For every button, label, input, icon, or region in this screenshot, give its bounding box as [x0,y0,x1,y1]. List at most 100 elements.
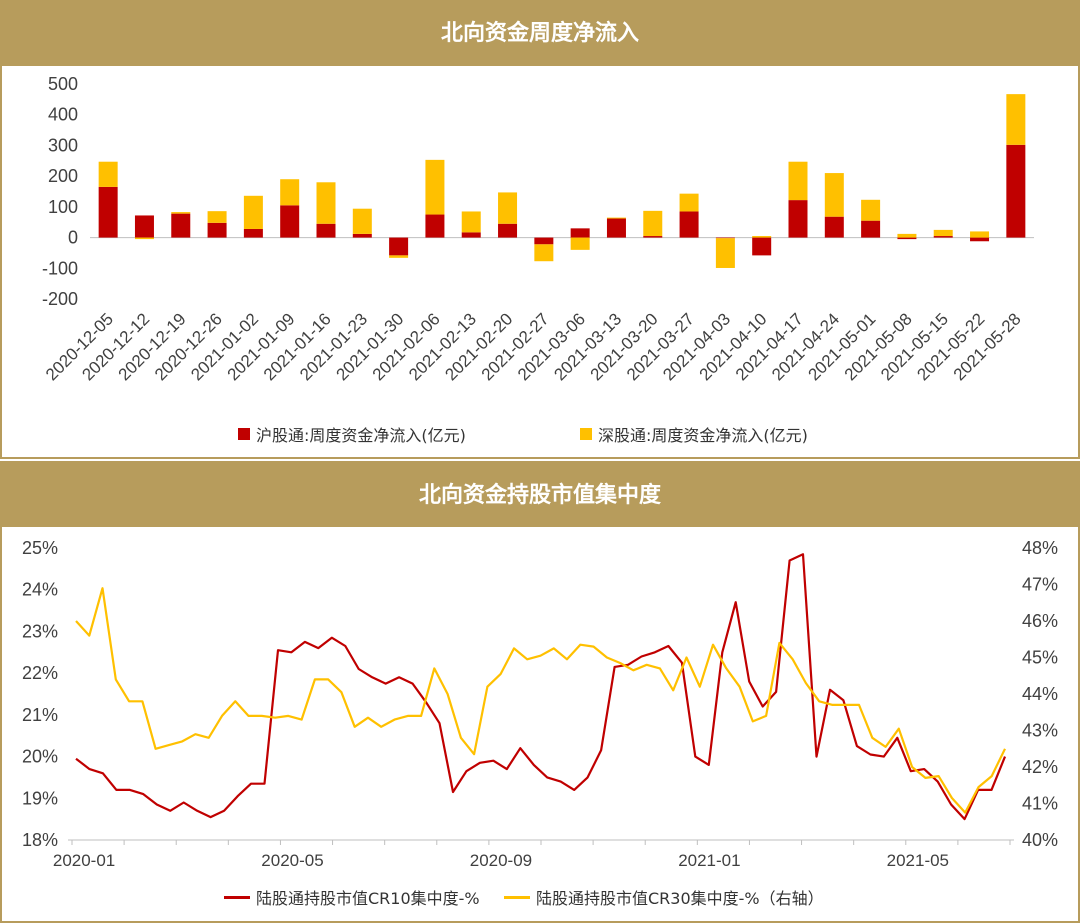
bar-hgt [134,215,154,238]
series-line-cr10 [75,553,1007,821]
bar-sgt [98,161,118,187]
legend-label-cr10: 陆股通持股市值CR10集中度-% [256,889,480,908]
bar-hgt [316,223,336,238]
bar-hgt [897,237,917,240]
y-tick-label: 500 [48,74,78,94]
bar-sgt [280,179,300,206]
legend-item-cr30: 陆股通持股市值CR30集中度-%（右轴） [504,885,824,909]
bar-sgt [171,212,191,214]
bar-sgt [679,193,699,212]
bar-sgt [316,182,336,224]
weekly-inflow-panel: 北向资金周度净流入 500 400 300 200 100 0 -100 -200 2020-1… [0,0,1080,459]
y-tick-label: -100 [42,258,78,278]
legend-swatch-red [238,428,250,440]
y-left-tick-label: 20% [22,747,58,767]
bar-hgt [207,222,227,238]
y-left-tick-label: 22% [22,663,58,683]
y-left-tick-label: 25% [22,538,58,558]
bar-hgt [425,214,445,238]
y-tick-label: 100 [48,197,78,217]
bar-sgt [861,199,881,221]
bar-hgt [352,233,372,238]
y-right-tick-label: 41% [1022,794,1058,814]
y-right-tick-label: 47% [1022,575,1058,595]
bar-sgt [207,211,227,223]
bar-hgt [752,237,772,256]
bar-hgt [389,237,409,256]
x-tick-label: 2020-05 [261,851,323,870]
legend-swatch-yellow [580,428,592,440]
y-right-tick-label: 44% [1022,684,1058,704]
bar-sgt [243,195,263,229]
bar-sgt [534,244,554,262]
bar-sgt [606,217,626,219]
x-tick-label: 2020-09 [470,851,532,870]
bar-sgt [643,210,663,237]
bar-hgt [679,211,699,238]
y-tick-label: -200 [42,289,78,309]
bar-hgt [534,237,554,245]
bar-sgt [752,236,772,238]
y-tick-label: 200 [48,166,78,186]
bar-sgt [933,229,953,237]
bar-sgt [352,208,372,234]
legend-line-red [224,895,250,899]
y-right-tick-label: 40% [1022,830,1058,850]
y-right-tick-label: 42% [1022,757,1058,777]
bar-sgt [570,237,590,250]
y-left-tick-label: 24% [22,580,58,600]
y-tick-label: 400 [48,105,78,125]
chart-title-concentration: 北向资金持股市值集中度 [2,463,1078,527]
bar-sgt [788,161,808,201]
bar-hgt [824,216,844,238]
x-tick-label: 2020-01 [53,851,115,870]
bar-sgt [897,233,917,238]
bar-hgt [933,236,953,238]
bar-hgt [98,186,118,238]
bar-sgt [425,159,445,215]
y-right-tick-label: 46% [1022,611,1058,631]
series-line-cr30 [75,587,1006,814]
bar-hgt [498,223,518,238]
bar-sgt [970,231,990,238]
bar-sgt [498,192,518,224]
y-right-tick-label: 48% [1022,538,1058,558]
y-left-tick-label: 23% [22,621,58,641]
legend-item-sgt: 深股通:周度资金净流入(亿元) [580,422,808,446]
bar-hgt [970,237,990,242]
y-right-tick-label: 43% [1022,721,1058,741]
weekly-inflow-chart: 5004003002001000-100-2002020-12-052020-1… [42,74,1034,384]
legend-label-sgt: 深股通:周度资金净流入(亿元) [598,426,808,445]
y-tick-label: 0 [68,228,78,248]
bar-hgt [1006,144,1026,238]
bar-hgt [570,228,590,238]
bar-hgt [715,237,735,239]
bar-sgt [134,237,154,240]
chart-title-inflow: 北向资金周度净流入 [2,2,1078,66]
concentration-chart: 25% 24% 23% 22% 21% 20% 19% 18% 48% 47% 46% 45% 44% 4… [22,538,1058,870]
y-left-tick-label: 19% [22,788,58,808]
y-tick-label: 300 [48,135,78,155]
bar-hgt [171,213,191,238]
bar-hgt [643,236,663,238]
legend-label-hgt: 沪股通:周度资金净流入(亿元) [256,426,466,445]
legend-item-cr10: 陆股通持股市值CR10集中度-% [224,885,480,909]
bar-sgt [1006,94,1026,145]
bar-sgt [824,173,844,217]
x-tick-label: 2021-05 [887,851,949,870]
y-left-tick-label: 18% [22,830,58,850]
x-tick-label: 2021-01 [678,851,740,870]
bar-sgt [389,255,409,258]
y-right-tick-label: 45% [1022,648,1058,668]
bar-sgt [461,211,481,233]
bar-hgt [788,200,808,238]
legend-line-yellow [504,895,530,899]
concentration-panel: 北向资金持股市值集中度 25% 24% 23% 22% 21% 20% 19% 18% 48% 4… [0,461,1080,923]
legend-label-cr30: 陆股通持股市值CR30集中度-%（右轴） [536,889,824,908]
bar-sgt [715,238,735,268]
y-left-tick-label: 21% [22,705,58,725]
legend-item-hgt: 沪股通:周度资金净流入(亿元) [238,422,466,446]
bar-hgt [243,228,263,238]
bar-hgt [280,205,300,238]
bar-hgt [461,232,481,238]
